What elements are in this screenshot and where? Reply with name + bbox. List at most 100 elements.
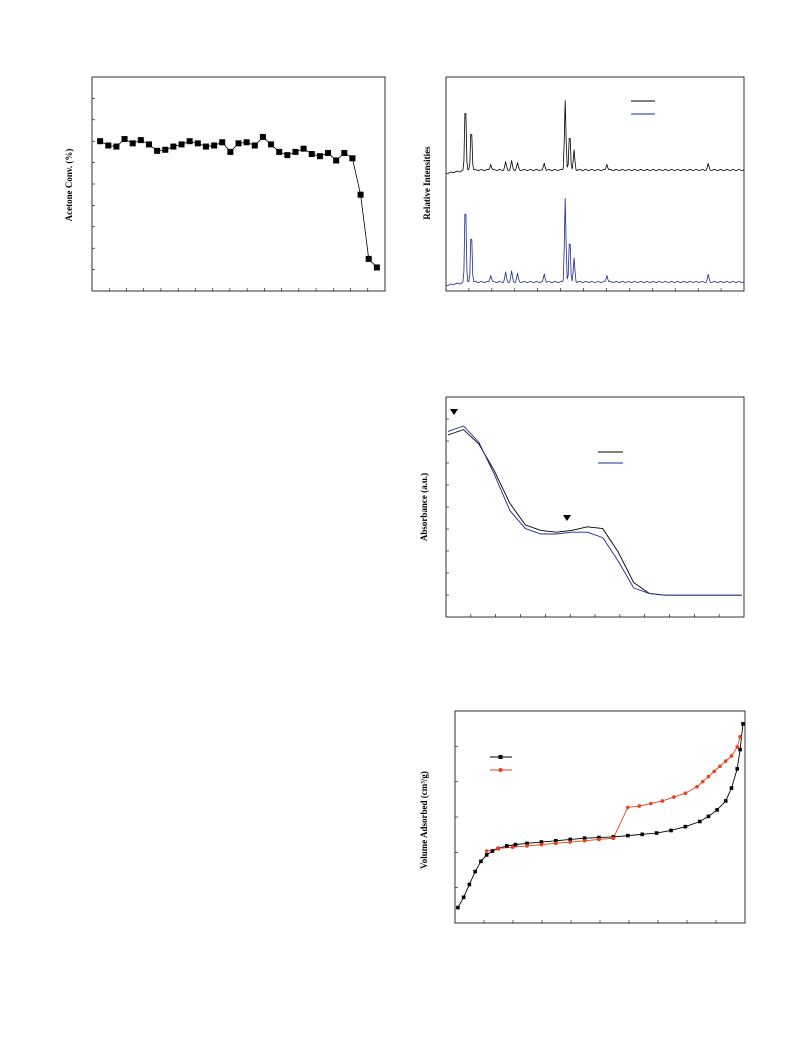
data-point <box>554 838 558 843</box>
data-point <box>276 148 283 155</box>
plot-frame-3 <box>445 396 745 618</box>
data-point <box>251 142 258 149</box>
data-point <box>626 805 630 810</box>
data-point <box>235 140 242 147</box>
data-point <box>637 804 642 808</box>
data-point <box>137 137 144 144</box>
data-point <box>539 842 544 847</box>
data-point <box>365 255 372 262</box>
data-point <box>333 157 340 164</box>
data-point <box>308 151 315 158</box>
data-point <box>729 754 734 758</box>
data-point <box>568 840 572 844</box>
data-point <box>672 795 676 799</box>
data-point <box>735 767 740 771</box>
data-point <box>597 837 601 842</box>
data-point <box>219 139 226 146</box>
data-point <box>145 141 152 148</box>
data-point <box>349 155 356 162</box>
plot-frame-4 <box>454 710 746 924</box>
peak-marker-1 <box>450 409 458 415</box>
data-point <box>654 831 659 835</box>
data-point <box>341 149 348 156</box>
series-markers-adsorption <box>456 722 745 910</box>
data-point <box>640 832 644 837</box>
data-point <box>568 837 572 842</box>
data-point <box>357 191 364 198</box>
data-point <box>582 836 587 840</box>
data-point <box>300 145 307 152</box>
data-point <box>706 814 711 819</box>
data-point <box>162 146 169 153</box>
axis-ticks-1 <box>92 98 369 291</box>
data-point <box>259 133 266 140</box>
data-point <box>626 833 630 838</box>
data-point <box>490 849 495 853</box>
data-point <box>683 824 688 829</box>
data-point <box>170 143 177 150</box>
series-line-adsorption <box>457 723 744 908</box>
data-point <box>700 779 705 784</box>
data-point <box>698 819 702 824</box>
data-point <box>513 842 518 847</box>
series-line-xrd-blue <box>445 198 745 287</box>
data-point <box>525 841 529 846</box>
ylabel-volume-adsorbed: Volume Adsorbed (cm³/g) <box>419 771 429 869</box>
ylabel-acetone-conv: Acetone Conv. (%) <box>64 149 74 222</box>
data-point <box>505 844 509 848</box>
data-point <box>316 153 323 160</box>
data-point <box>669 828 673 833</box>
series-line-uv-blue <box>447 425 742 596</box>
data-point <box>738 747 742 752</box>
axis-ticks-3 <box>446 418 720 617</box>
data-point <box>97 138 104 145</box>
data-point <box>373 264 380 271</box>
data-point <box>186 138 193 145</box>
data-point <box>211 142 218 149</box>
legend-marker-black-4 <box>498 755 503 759</box>
data-point <box>473 869 477 874</box>
series-markers-desorption <box>484 734 742 853</box>
chart-absorbance: Absorbance (a.u.) <box>419 396 745 618</box>
data-point <box>597 835 601 840</box>
data-point <box>706 774 711 779</box>
data-point <box>268 141 275 148</box>
data-point <box>723 759 728 763</box>
data-point <box>105 142 112 149</box>
ylabel-absorbance: Absorbance (a.u.) <box>419 473 429 541</box>
data-point <box>712 769 716 774</box>
data-point <box>194 140 201 147</box>
data-point <box>729 786 734 790</box>
data-point <box>683 791 688 796</box>
data-point <box>723 799 728 803</box>
data-point <box>484 853 489 857</box>
chart-volume-adsorbed: Volume Adsorbed (cm³/g) <box>419 710 746 924</box>
data-point <box>284 152 291 159</box>
data-point <box>243 139 250 146</box>
data-point <box>467 882 472 887</box>
data-point <box>461 895 466 900</box>
data-point <box>510 845 515 849</box>
data-point <box>554 841 558 846</box>
data-point <box>718 764 722 769</box>
data-point <box>525 844 529 848</box>
series-line-xrd-black <box>445 100 745 175</box>
data-point <box>202 143 209 150</box>
data-point <box>539 840 544 844</box>
data-point <box>484 849 489 853</box>
data-point <box>325 149 332 156</box>
series-line-uv-black <box>447 429 742 596</box>
chart-relative-intensities: Relative Intensities <box>422 76 745 292</box>
data-point <box>735 745 740 749</box>
ylabel-relative-intensities: Relative Intensities <box>422 146 432 220</box>
legend-marker-red-4 <box>498 768 503 772</box>
data-point <box>479 859 483 864</box>
data-point <box>660 799 665 803</box>
peak-marker-2 <box>563 515 571 521</box>
data-point <box>121 136 128 143</box>
data-point <box>456 905 460 910</box>
data-point <box>227 148 234 155</box>
data-point <box>649 801 653 806</box>
plot-frame-2 <box>445 76 745 292</box>
